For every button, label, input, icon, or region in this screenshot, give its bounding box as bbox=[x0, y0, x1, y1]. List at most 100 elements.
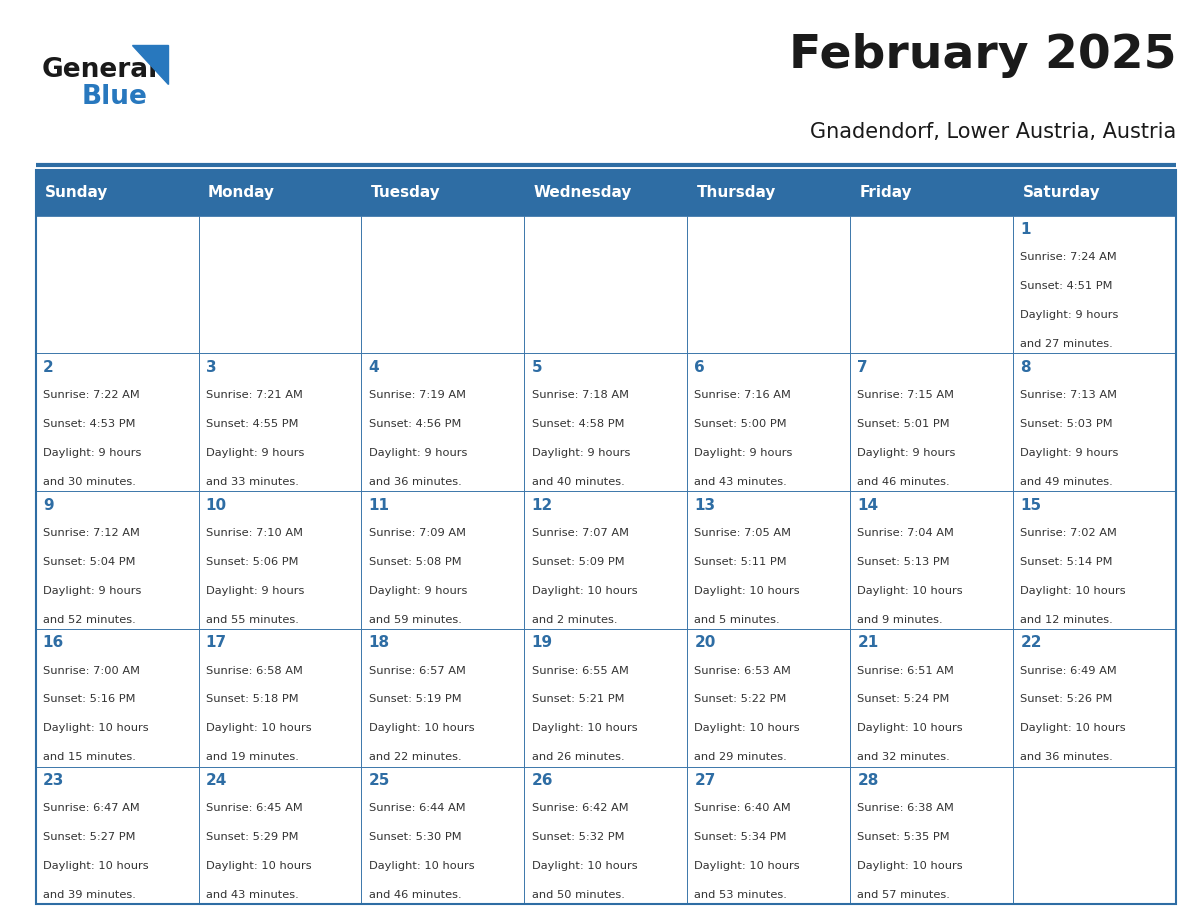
Text: Sunrise: 6:38 AM: Sunrise: 6:38 AM bbox=[858, 803, 954, 813]
Text: Sunset: 5:22 PM: Sunset: 5:22 PM bbox=[695, 694, 786, 704]
Text: Daylight: 10 hours: Daylight: 10 hours bbox=[695, 861, 800, 871]
Text: February 2025: February 2025 bbox=[789, 33, 1176, 78]
Bar bbox=[524, 353, 688, 491]
Bar bbox=[361, 767, 524, 904]
Text: Monday: Monday bbox=[208, 185, 276, 200]
Text: Sunrise: 7:04 AM: Sunrise: 7:04 AM bbox=[858, 528, 954, 538]
Bar bbox=[361, 629, 524, 767]
Text: 9: 9 bbox=[43, 498, 53, 512]
Text: and 50 minutes.: and 50 minutes. bbox=[531, 890, 625, 900]
Bar bbox=[361, 216, 524, 353]
Text: and 46 minutes.: and 46 minutes. bbox=[368, 890, 461, 900]
Bar bbox=[524, 629, 688, 767]
Text: and 46 minutes.: and 46 minutes. bbox=[858, 477, 950, 487]
Bar bbox=[1013, 353, 1176, 491]
Text: Sunrise: 6:45 AM: Sunrise: 6:45 AM bbox=[206, 803, 303, 813]
Text: 26: 26 bbox=[531, 773, 554, 788]
Text: 8: 8 bbox=[1020, 360, 1031, 375]
Bar bbox=[198, 216, 361, 353]
Text: and 53 minutes.: and 53 minutes. bbox=[695, 890, 788, 900]
Text: Daylight: 10 hours: Daylight: 10 hours bbox=[695, 586, 800, 596]
Bar bbox=[688, 767, 851, 904]
Text: Blue: Blue bbox=[82, 84, 147, 110]
Text: Sunrise: 7:05 AM: Sunrise: 7:05 AM bbox=[695, 528, 791, 538]
Text: Sunrise: 7:10 AM: Sunrise: 7:10 AM bbox=[206, 528, 303, 538]
Text: and 59 minutes.: and 59 minutes. bbox=[368, 615, 461, 624]
Text: Sunrise: 7:22 AM: Sunrise: 7:22 AM bbox=[43, 390, 139, 400]
Text: Sunrise: 7:16 AM: Sunrise: 7:16 AM bbox=[695, 390, 791, 400]
Text: Sunset: 5:11 PM: Sunset: 5:11 PM bbox=[695, 556, 788, 566]
Text: 18: 18 bbox=[368, 635, 390, 650]
Text: Daylight: 9 hours: Daylight: 9 hours bbox=[1020, 448, 1119, 458]
Text: Daylight: 10 hours: Daylight: 10 hours bbox=[206, 861, 311, 871]
Text: Thursday: Thursday bbox=[697, 185, 776, 200]
Text: and 30 minutes.: and 30 minutes. bbox=[43, 477, 135, 487]
Text: Sunrise: 6:49 AM: Sunrise: 6:49 AM bbox=[1020, 666, 1117, 676]
Bar bbox=[36, 170, 1176, 216]
Text: Wednesday: Wednesday bbox=[533, 185, 632, 200]
Text: and 57 minutes.: and 57 minutes. bbox=[858, 890, 950, 900]
Bar bbox=[36, 767, 198, 904]
Text: Daylight: 10 hours: Daylight: 10 hours bbox=[531, 861, 637, 871]
Text: Daylight: 10 hours: Daylight: 10 hours bbox=[368, 861, 474, 871]
Text: Daylight: 10 hours: Daylight: 10 hours bbox=[858, 723, 963, 733]
Text: Tuesday: Tuesday bbox=[371, 185, 441, 200]
Text: Sunset: 5:27 PM: Sunset: 5:27 PM bbox=[43, 832, 135, 842]
Bar bbox=[1013, 216, 1176, 353]
Text: Sunrise: 6:51 AM: Sunrise: 6:51 AM bbox=[858, 666, 954, 676]
Bar bbox=[1013, 767, 1176, 904]
Text: 11: 11 bbox=[368, 498, 390, 512]
Bar bbox=[36, 629, 198, 767]
Bar bbox=[524, 767, 688, 904]
Text: Sunday: Sunday bbox=[45, 185, 108, 200]
Bar bbox=[688, 629, 851, 767]
Bar bbox=[361, 491, 524, 629]
Text: and 22 minutes.: and 22 minutes. bbox=[368, 752, 461, 762]
Text: Sunrise: 6:40 AM: Sunrise: 6:40 AM bbox=[695, 803, 791, 813]
Text: and 9 minutes.: and 9 minutes. bbox=[858, 615, 943, 624]
Text: and 49 minutes.: and 49 minutes. bbox=[1020, 477, 1113, 487]
Text: Sunset: 5:14 PM: Sunset: 5:14 PM bbox=[1020, 556, 1113, 566]
Text: Daylight: 10 hours: Daylight: 10 hours bbox=[531, 723, 637, 733]
Text: Sunrise: 7:09 AM: Sunrise: 7:09 AM bbox=[368, 528, 466, 538]
Bar bbox=[524, 216, 688, 353]
Text: 10: 10 bbox=[206, 498, 227, 512]
Text: Daylight: 9 hours: Daylight: 9 hours bbox=[43, 586, 141, 596]
Text: and 40 minutes.: and 40 minutes. bbox=[531, 477, 625, 487]
Text: and 36 minutes.: and 36 minutes. bbox=[368, 477, 461, 487]
Text: and 19 minutes.: and 19 minutes. bbox=[206, 752, 298, 762]
Text: Sunset: 5:19 PM: Sunset: 5:19 PM bbox=[368, 694, 461, 704]
Text: Sunrise: 6:58 AM: Sunrise: 6:58 AM bbox=[206, 666, 303, 676]
Text: Sunset: 4:58 PM: Sunset: 4:58 PM bbox=[531, 419, 624, 429]
Bar bbox=[36, 353, 198, 491]
Text: Sunset: 5:01 PM: Sunset: 5:01 PM bbox=[858, 419, 950, 429]
Text: Sunrise: 7:18 AM: Sunrise: 7:18 AM bbox=[531, 390, 628, 400]
Text: and 12 minutes.: and 12 minutes. bbox=[1020, 615, 1113, 624]
Text: Daylight: 9 hours: Daylight: 9 hours bbox=[206, 586, 304, 596]
Text: Daylight: 9 hours: Daylight: 9 hours bbox=[858, 448, 956, 458]
Text: Sunset: 5:29 PM: Sunset: 5:29 PM bbox=[206, 832, 298, 842]
Text: and 33 minutes.: and 33 minutes. bbox=[206, 477, 298, 487]
Text: Sunset: 5:34 PM: Sunset: 5:34 PM bbox=[695, 832, 786, 842]
Text: 24: 24 bbox=[206, 773, 227, 788]
Text: 15: 15 bbox=[1020, 498, 1042, 512]
Text: Sunset: 5:24 PM: Sunset: 5:24 PM bbox=[858, 694, 949, 704]
Bar bbox=[198, 353, 361, 491]
Text: Sunset: 5:00 PM: Sunset: 5:00 PM bbox=[695, 419, 788, 429]
Text: 4: 4 bbox=[368, 360, 379, 375]
Text: 28: 28 bbox=[858, 773, 879, 788]
Text: Sunset: 5:04 PM: Sunset: 5:04 PM bbox=[43, 556, 135, 566]
Text: Daylight: 10 hours: Daylight: 10 hours bbox=[858, 861, 963, 871]
Text: and 43 minutes.: and 43 minutes. bbox=[206, 890, 298, 900]
Text: and 26 minutes.: and 26 minutes. bbox=[531, 752, 624, 762]
Text: Sunrise: 6:44 AM: Sunrise: 6:44 AM bbox=[368, 803, 466, 813]
Text: Sunrise: 6:55 AM: Sunrise: 6:55 AM bbox=[531, 666, 628, 676]
Text: and 15 minutes.: and 15 minutes. bbox=[43, 752, 135, 762]
Text: Sunset: 4:56 PM: Sunset: 4:56 PM bbox=[368, 419, 461, 429]
Bar bbox=[36, 491, 198, 629]
Bar bbox=[688, 216, 851, 353]
Text: 3: 3 bbox=[206, 360, 216, 375]
Text: Daylight: 9 hours: Daylight: 9 hours bbox=[531, 448, 630, 458]
Text: Saturday: Saturday bbox=[1023, 185, 1100, 200]
Text: Daylight: 10 hours: Daylight: 10 hours bbox=[1020, 586, 1126, 596]
